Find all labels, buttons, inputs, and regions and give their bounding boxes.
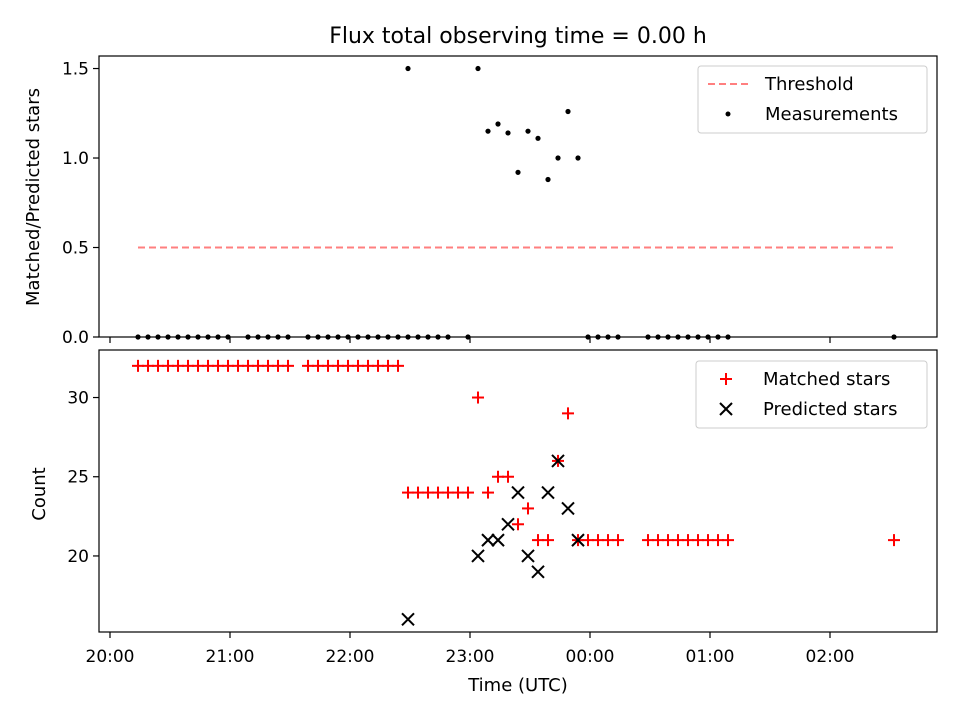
measurements-legend-label: Measurements (765, 104, 898, 125)
measurement-point (515, 169, 521, 175)
predicted-star-stroke (561, 501, 575, 516)
top-y-tick-label: 0.5 (62, 239, 89, 259)
measurement-point (535, 135, 541, 141)
measurement-point (475, 65, 481, 72)
bottom-y-tick-label: 25 (67, 468, 89, 488)
measurement-point (505, 130, 511, 136)
matched-star-point (512, 518, 524, 531)
measurement-point (565, 108, 571, 115)
matched-star-point (562, 407, 574, 420)
predicted-star-stroke (471, 549, 485, 563)
top-y-tick-label: 1.5 (62, 60, 89, 80)
predicted-star-point (501, 517, 515, 531)
predicted-star-point (571, 533, 585, 547)
bottom-y-axis-label: Count (29, 467, 50, 520)
bottom-matched-layer (132, 359, 900, 547)
chart-title: Flux total observing time = 0.00 h (329, 24, 707, 49)
matched-star-point (462, 486, 474, 499)
top-legend-box (697, 65, 928, 134)
matched-star-point (502, 470, 514, 483)
predicted-star-point (531, 565, 545, 579)
bottom-x-ticks: 20:00 21:00 22:00 23:00 00:00 01:00 02:00 (86, 632, 855, 667)
threshold-legend-label: Threshold (764, 74, 854, 95)
predicted-star-stroke (491, 533, 505, 547)
top-y-tick-label: 1.0 (62, 149, 89, 169)
predicted-star-point (521, 549, 535, 563)
bottom-legend-box (695, 360, 928, 429)
measurement-point (575, 155, 581, 161)
top-panel: Flux total observing time = 0.00 h 0.00.… (23, 24, 938, 348)
predicted-star-stroke (571, 533, 585, 547)
predicted-star-stroke (401, 612, 415, 627)
bottom-legend: Matched stars Predicted stars (695, 360, 928, 429)
matched-star-point (542, 534, 554, 547)
matched-legend-label: Matched stars (763, 369, 890, 390)
x-tick-label: 21:00 (206, 647, 255, 667)
bottom-y-tick-label: 30 (67, 389, 89, 409)
matched-star-point (612, 534, 624, 547)
matched-star-point (282, 359, 294, 372)
bottom-y-tick-label: 20 (67, 547, 89, 567)
matched-star-point (472, 391, 484, 404)
x-tick-label: 22:00 (326, 647, 375, 667)
measurement-point (485, 128, 491, 134)
x-tick-label: 00:00 (566, 647, 615, 667)
top-plot-frame (98, 55, 938, 338)
predicted-star-stroke (541, 485, 555, 500)
predicted-star-point (561, 501, 575, 516)
measurement-point (555, 155, 561, 161)
predicted-star-point (471, 549, 485, 563)
x-tick-label: 01:00 (686, 647, 735, 667)
predicted-star-point (481, 533, 495, 547)
measurement-point (405, 65, 411, 72)
top-legend: Threshold Measurements (697, 65, 928, 134)
measurement-point (545, 176, 551, 183)
measurements-legend-swatch (725, 111, 731, 117)
bottom-y-ticks: 20 25 30 (67, 389, 99, 567)
top-y-ticks: 0.0 0.5 1.0 1.5 (62, 60, 99, 348)
top-y-axis-label: Matched/Predicted stars (23, 88, 44, 306)
bottom-panel: 20 25 30 20:00 21:00 22:00 23:00 00:00 01:00 02:… (29, 349, 938, 696)
predicted-star-point (491, 533, 505, 547)
predicted-star-stroke (481, 533, 495, 547)
predicted-legend-label: Predicted stars (763, 399, 897, 420)
predicted-star-stroke (551, 454, 565, 468)
x-tick-label: 20:00 (86, 647, 135, 667)
x-axis-label: Time (UTC) (467, 675, 568, 696)
x-tick-label: 02:00 (806, 647, 855, 667)
predicted-star-point (551, 454, 565, 468)
measurement-point (525, 128, 531, 134)
matched-star-point (722, 534, 734, 547)
predicted-star-point (511, 485, 525, 500)
matched-star-point (888, 534, 900, 547)
top-x-ticks (109, 337, 831, 343)
predicted-star-point (541, 485, 555, 500)
predicted-star-stroke (511, 485, 525, 500)
predicted-star-stroke (521, 549, 535, 563)
predicted-legend-swatch (719, 402, 733, 416)
predicted-star-stroke (501, 517, 515, 531)
bottom-plot-frame (98, 349, 938, 633)
matched-star-point (482, 486, 494, 499)
predicted-star-stroke (531, 565, 545, 579)
predicted-star-point (401, 612, 415, 627)
bottom-predicted-layer (401, 454, 585, 627)
matched-star-point (392, 359, 404, 372)
top-y-tick-label: 0.0 (62, 328, 89, 348)
matched-legend-swatch (720, 373, 732, 385)
matched-star-point (522, 502, 534, 515)
x-tick-label: 23:00 (446, 647, 495, 667)
measurement-point (495, 121, 501, 127)
